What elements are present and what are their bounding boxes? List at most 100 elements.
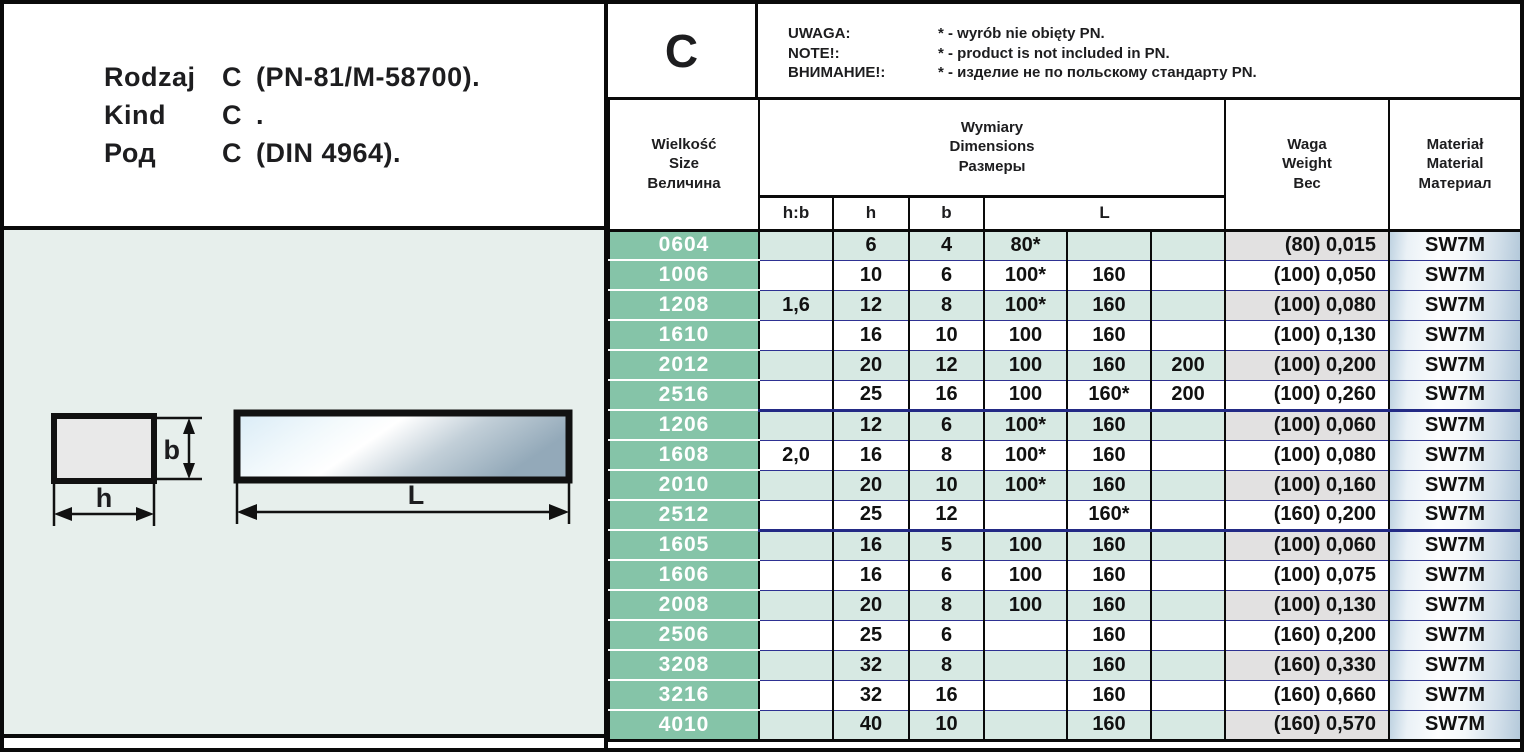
length-1-cell (983, 620, 1068, 651)
material-cell: SW7M (1388, 620, 1520, 651)
table-row: 2512 25 12 160* (160) 0,200 SW7M (608, 500, 1520, 532)
top-band: C UWAGA: * - wyrób nie obięty PN. NOTE!:… (608, 4, 1520, 100)
b-cell: 5 (908, 530, 985, 561)
title-kind-en: C (222, 99, 242, 130)
length-1-cell (983, 710, 1068, 742)
size-cell: 1608 (608, 440, 760, 471)
note-russian: ВНИМАНИЕ!: * - изделие не по польскому с… (788, 63, 1520, 83)
length-2-cell: 160 (1066, 440, 1152, 471)
hb-ratio-cell (758, 710, 834, 742)
title-standard-pl: (PN-81/M-58700). (256, 61, 481, 92)
weight-cell: (160) 0,330 (1224, 650, 1391, 681)
length-2-cell: 160 (1066, 470, 1152, 501)
weight-cell: (100) 0,050 (1224, 260, 1391, 291)
subheader-b: b (908, 196, 985, 232)
weight-cell: (100) 0,130 (1224, 590, 1391, 621)
title-label-pl: Rodzaj (104, 61, 196, 92)
weight-cell: (100) 0,200 (1224, 350, 1391, 381)
table-row: 1206 12 6 100* 160 (100) 0,060 SW7M (608, 410, 1520, 441)
weight-cell: (80) 0,015 (1224, 230, 1391, 261)
material-cell: SW7M (1388, 230, 1520, 261)
b-cell: 8 (908, 290, 985, 321)
bar-blank-rect (233, 409, 573, 484)
weight-cell: (160) 0,570 (1224, 710, 1391, 742)
length-3-cell (1149, 650, 1227, 681)
hb-ratio-cell (758, 380, 834, 412)
title-label-en: Kind (104, 99, 166, 130)
title-kind-ru: C (222, 137, 242, 168)
cross-section-rect (51, 413, 157, 484)
length-3-cell (1149, 410, 1227, 441)
size-cell: 2516 (608, 380, 760, 411)
note-label-pl: UWAGA: (788, 25, 851, 42)
hb-ratio-cell (758, 620, 834, 651)
length-1-cell: 100* (983, 470, 1068, 501)
note-text-pl: * - wyrób nie obięty PN. (938, 25, 1105, 42)
size-cell: 2010 (608, 470, 760, 501)
length-2-cell: 160 (1066, 620, 1152, 651)
dimension-drawing: b h L (51, 409, 573, 526)
size-cell: 0604 (608, 230, 760, 261)
subheader-L: L (982, 196, 1227, 232)
weight-cell: (100) 0,075 (1224, 560, 1391, 591)
b-dimension-label: b (164, 435, 181, 465)
weight-cell: (160) 0,200 (1224, 620, 1391, 651)
table-row: 3216 32 16 160 (160) 0,660 SW7M (608, 680, 1520, 711)
weight-cell: (100) 0,260 (1224, 380, 1391, 412)
length-1-cell: 100 (983, 590, 1068, 621)
hb-ratio-cell: 1,6 (758, 290, 834, 321)
length-3-cell (1149, 710, 1227, 742)
table-row: 1605 16 5 100 160 (100) 0,060 SW7M (608, 530, 1520, 561)
table-row: 4010 40 10 160 (160) 0,570 SW7M (608, 710, 1520, 742)
size-cell: 1206 (608, 410, 760, 441)
notes-box: UWAGA: * - wyrób nie obięty PN. NOTE!: *… (758, 4, 1520, 97)
table-row: 1208 1,6 12 8 100* 160 (100) 0,080 SW7M (608, 290, 1520, 321)
subheader-h: h (832, 196, 910, 232)
length-1-cell: 100* (983, 440, 1068, 471)
size-cell: 1610 (608, 320, 760, 351)
hb-ratio-cell (758, 470, 834, 501)
size-cell: 1006 (608, 260, 760, 291)
h-dimension-label: h (96, 483, 113, 513)
h-cell: 10 (832, 260, 910, 291)
length-2-cell: 160 (1066, 590, 1152, 621)
b-cell: 10 (908, 470, 985, 501)
weight-cell: (100) 0,160 (1224, 470, 1391, 501)
b-cell: 6 (908, 620, 985, 651)
size-cell: 1605 (608, 530, 760, 561)
length-3-cell (1149, 530, 1227, 561)
h-cell: 20 (832, 590, 910, 621)
hb-ratio-cell (758, 680, 834, 711)
cross-section-diagram: b h L (4, 230, 604, 738)
length-1-cell (983, 680, 1068, 711)
table-row: 0604 6 4 80* (80) 0,015 SW7M (608, 230, 1520, 261)
table-row: 2516 25 16 100 160* 200 (100) 0,260 SW7M (608, 380, 1520, 412)
length-2-cell: 160 (1066, 530, 1152, 561)
length-2-cell: 160 (1066, 320, 1152, 351)
length-1-cell: 100* (983, 410, 1068, 441)
length-2-cell: 160 (1066, 560, 1152, 591)
h-cell: 12 (832, 290, 910, 321)
length-1-cell: 80* (983, 230, 1068, 261)
left-panel: Rodzaj C (PN-81/M-58700). Kind C . Род C… (4, 4, 608, 748)
h-cell: 25 (832, 380, 910, 412)
b-cell: 8 (908, 590, 985, 621)
material-cell: SW7M (1388, 260, 1520, 291)
size-cell: 3216 (608, 680, 760, 711)
header-weight: Waga Weight Вес (1224, 100, 1391, 232)
size-cell: 1606 (608, 560, 760, 591)
b-cell: 6 (908, 560, 985, 591)
note-label-en: NOTE!: (788, 44, 840, 62)
length-2-cell (1066, 230, 1152, 261)
b-cell: 8 (908, 440, 985, 471)
material-cell: SW7M (1388, 470, 1520, 501)
weight-cell: (160) 0,200 (1224, 500, 1391, 532)
header-material: Materiał Material Материал (1388, 100, 1520, 232)
h-cell: 32 (832, 650, 910, 681)
h-cell: 6 (832, 230, 910, 261)
material-cell: SW7M (1388, 320, 1520, 351)
h-cell: 25 (832, 620, 910, 651)
weight-cell: (160) 0,660 (1224, 680, 1391, 711)
material-cell: SW7M (1388, 590, 1520, 621)
subheader-hb: h:b (758, 196, 834, 232)
